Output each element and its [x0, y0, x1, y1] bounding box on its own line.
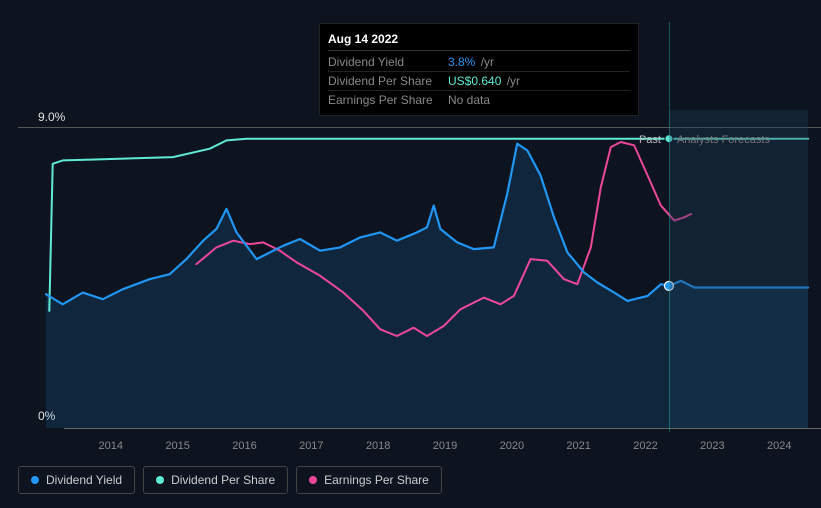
x-tick-2017: 2017: [299, 440, 323, 452]
legend: Dividend Yield Dividend Per Share Earnings…: [18, 466, 442, 494]
forecast-shade: [669, 110, 808, 428]
tooltip-row: Dividend Per ShareUS$0.640 /yr: [328, 72, 630, 91]
plot-area[interactable]: Past Analysts Forecasts: [46, 110, 808, 428]
x-tick-2015: 2015: [165, 440, 189, 452]
tooltip-unit: /yr: [503, 74, 520, 88]
tooltip-row: Dividend Yield3.8% /yr: [328, 53, 630, 72]
x-tick-2022: 2022: [633, 440, 657, 452]
tooltip-label: Dividend Yield: [328, 55, 448, 69]
legend-dot: [309, 476, 317, 484]
past-label: Past: [639, 134, 661, 146]
tooltip-value: US$0.640 /yr: [448, 74, 520, 88]
legend-label: Earnings Per Share: [324, 473, 429, 487]
legend-item-dividend-per-share[interactable]: Dividend Per Share: [143, 466, 288, 494]
x-tick-2014: 2014: [99, 440, 123, 452]
forecast-label: Analysts Forecasts: [677, 134, 770, 146]
tooltip-unit: /yr: [477, 55, 494, 69]
legend-dot: [156, 476, 164, 484]
tooltip-value: No data: [448, 93, 492, 107]
x-tick-2021: 2021: [566, 440, 590, 452]
tooltip-value: 3.8% /yr: [448, 55, 494, 69]
x-axis-labels: 2014 2015 2016 2017 2018 2019 2020 2021 2022 2023…: [64, 440, 821, 460]
legend-item-dividend-yield[interactable]: Dividend Yield: [18, 466, 135, 494]
gridline-bottom: [64, 428, 821, 429]
legend-label: Dividend Yield: [46, 473, 122, 487]
current-date-line: [669, 22, 670, 432]
x-tick-2018: 2018: [366, 440, 390, 452]
x-tick-2016: 2016: [232, 440, 256, 452]
legend-item-earnings-per-share[interactable]: Earnings Per Share: [296, 466, 442, 494]
chart-tooltip: Aug 14 2022 Dividend Yield3.8% /yrDivide…: [319, 23, 639, 116]
x-tick-2023: 2023: [700, 440, 724, 452]
tooltip-date: Aug 14 2022: [328, 30, 630, 51]
tooltip-label: Dividend Per Share: [328, 74, 448, 88]
tooltip-label: Earnings Per Share: [328, 93, 448, 107]
x-tick-2020: 2020: [500, 440, 524, 452]
x-tick-2024: 2024: [767, 440, 791, 452]
legend-label: Dividend Per Share: [171, 473, 275, 487]
legend-dot: [31, 476, 39, 484]
tooltip-row: Earnings Per ShareNo data: [328, 91, 630, 109]
x-tick-2019: 2019: [433, 440, 457, 452]
